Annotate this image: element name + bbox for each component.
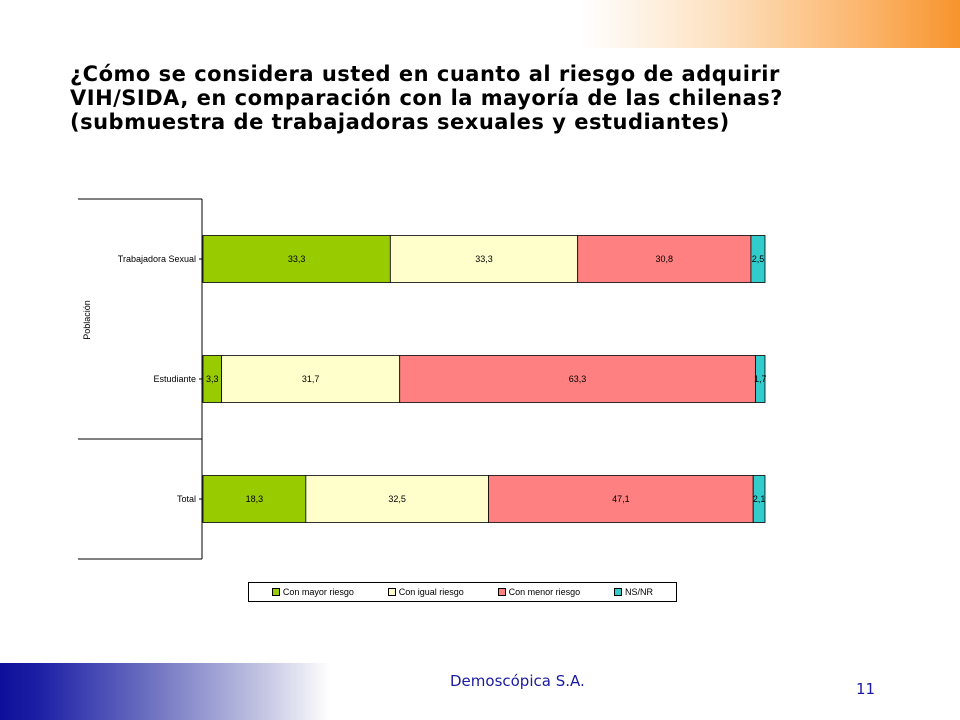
- bottom-decorative-gradient: [0, 663, 330, 720]
- category-label: Estudiante: [153, 374, 196, 384]
- data-label: 1,7: [754, 374, 767, 384]
- legend-label-nsnr: NS/NR: [625, 587, 654, 597]
- category-label: Total: [177, 494, 196, 504]
- data-label: 2,1: [753, 494, 766, 504]
- legend-label-igual: Con igual riesgo: [398, 587, 464, 597]
- title-line-1: ¿Cómo se considera usted en cuanto al ri…: [70, 62, 780, 86]
- y-axis-title: Población: [82, 300, 92, 340]
- data-label: 18,3: [246, 494, 264, 504]
- page-number: 11: [856, 680, 876, 698]
- bar-segment: [221, 355, 401, 403]
- data-label: 47,1: [612, 494, 630, 504]
- bar-segment: [202, 235, 391, 283]
- legend-item-mayor: Con mayor riesgo: [271, 587, 354, 597]
- top-decorative-gradient: [580, 0, 960, 48]
- footer-company: Demoscópica S.A.: [450, 672, 585, 690]
- legend-item-igual: Con igual riesgo: [387, 587, 464, 597]
- data-label: 2,5: [752, 254, 765, 264]
- legend-swatch-mayor: [271, 588, 280, 596]
- bar-segment: [389, 235, 579, 283]
- bar-segment: [755, 355, 766, 403]
- bar-segment: [488, 475, 754, 523]
- data-label: 30,8: [656, 254, 674, 264]
- chart-legend: Con mayor riesgo Con igual riesgo Con me…: [248, 582, 677, 602]
- title-line-2: VIH/SIDA, en comparación con la mayoría …: [70, 86, 783, 110]
- data-label: 33,3: [475, 254, 493, 264]
- legend-label-menor: Con menor riesgo: [508, 587, 581, 597]
- title-line-3: (submuestra de trabajadoras sexuales y e…: [70, 110, 730, 134]
- legend-swatch-menor: [497, 588, 506, 596]
- bar-segment: [750, 235, 766, 283]
- legend-label-mayor: Con mayor riesgo: [282, 587, 354, 597]
- legend-swatch-igual: [387, 588, 396, 596]
- data-label: 3,3: [206, 374, 219, 384]
- legend-swatch-nsnr: [614, 588, 623, 596]
- data-label: 32,5: [388, 494, 406, 504]
- legend-item-nsnr: NS/NR: [614, 587, 653, 597]
- bar-segment: [202, 475, 307, 523]
- bar-segment: [577, 235, 752, 283]
- data-label: 63,3: [569, 374, 587, 384]
- legend-item-menor: Con menor riesgo: [497, 587, 581, 597]
- data-label: 33,3: [288, 254, 306, 264]
- bar-segment: [752, 475, 766, 523]
- slide-title: ¿Cómo se considera usted en cuanto al ri…: [70, 62, 930, 134]
- data-label: 31,7: [302, 374, 320, 384]
- category-label: Trabajadora Sexual: [118, 254, 196, 264]
